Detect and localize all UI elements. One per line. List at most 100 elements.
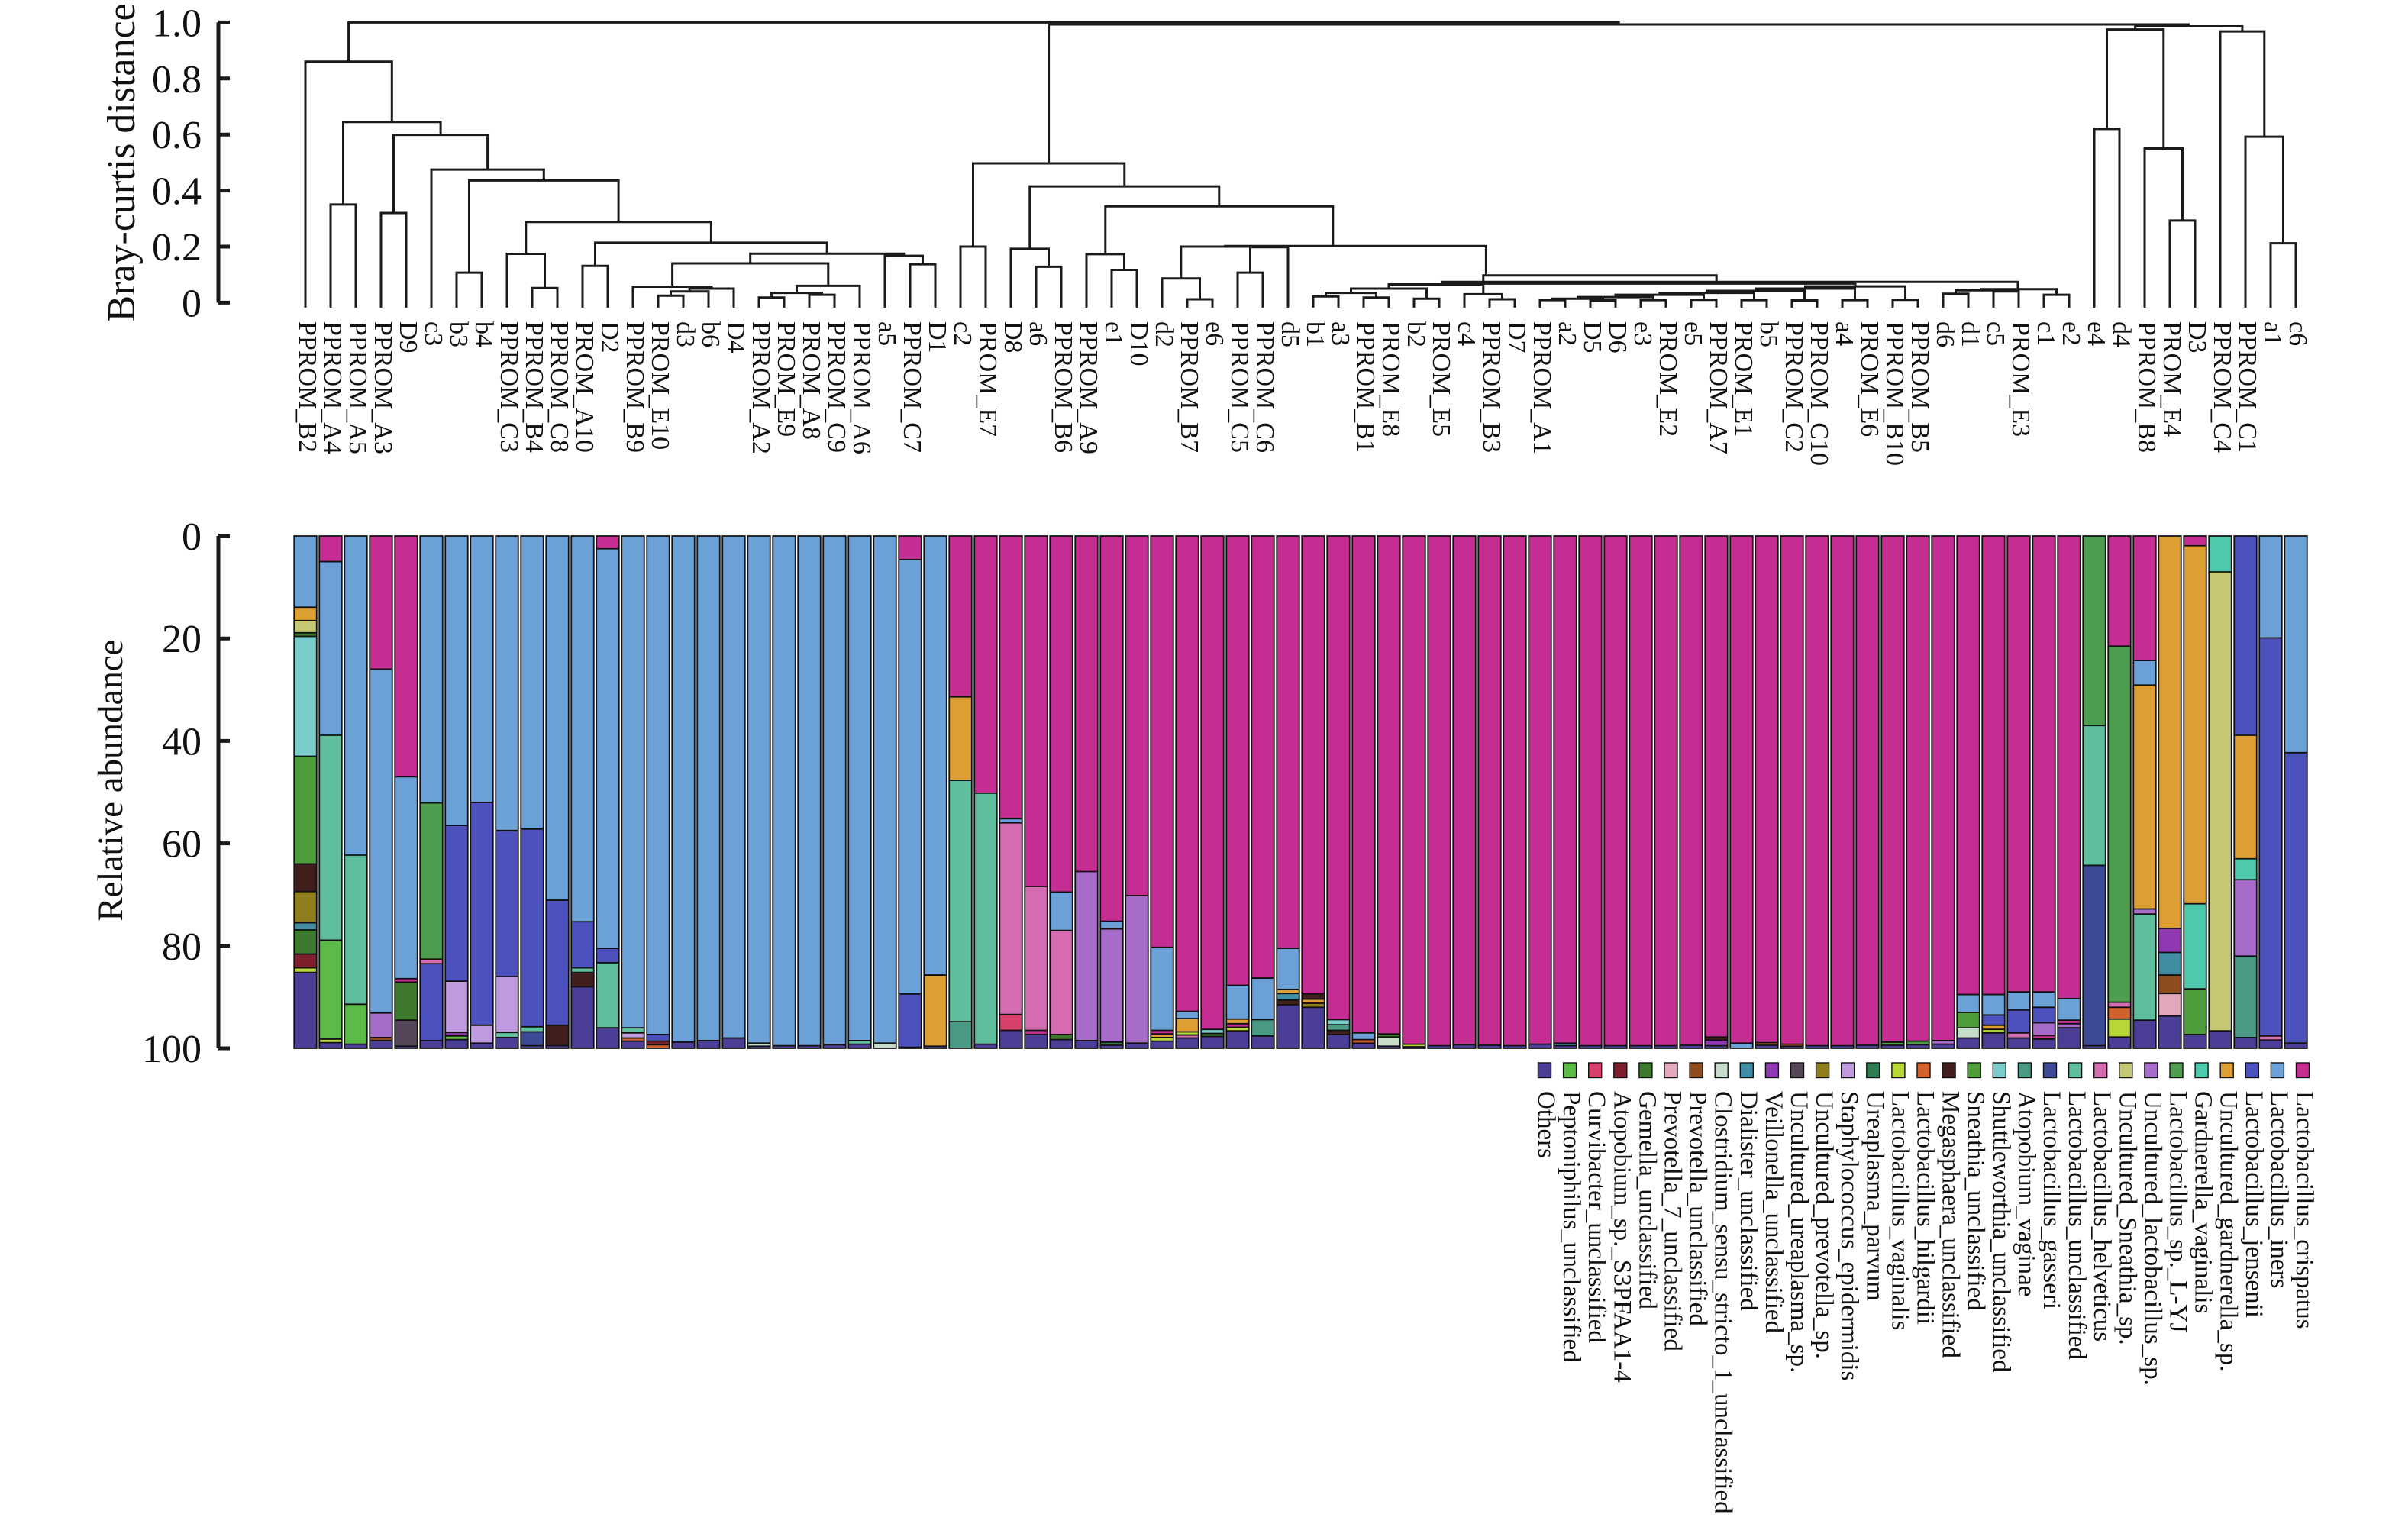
svg-text:PROM_E5: PROM_E5: [1427, 321, 1455, 437]
svg-text:PPROM_A9: PPROM_A9: [1074, 321, 1102, 454]
svg-text:PPROM_A1: PPROM_A1: [1528, 321, 1556, 454]
svg-text:c2: c2: [948, 321, 977, 346]
svg-text:PPROM_B8: PPROM_B8: [2132, 321, 2161, 453]
svg-text:d3: d3: [671, 321, 699, 347]
svg-text:b2: b2: [1402, 321, 1430, 347]
svg-text:PROM_E1: PROM_E1: [1729, 321, 1758, 437]
svg-text:Others: Others: [1532, 1091, 1560, 1158]
svg-text:Lactobacillus_gasseri: Lactobacillus_gasseri: [2038, 1091, 2065, 1309]
svg-text:PROM_E9: PROM_E9: [772, 321, 800, 437]
svg-text:c4: c4: [1452, 321, 1480, 346]
svg-text:PPROM_B2: PPROM_B2: [293, 321, 321, 453]
svg-text:a1: a1: [2258, 321, 2287, 346]
svg-text:Curvibacter_unclassified: Curvibacter_unclassified: [1583, 1091, 1610, 1343]
svg-text:b4: b4: [470, 321, 498, 347]
svg-text:e3: e3: [1629, 321, 1657, 346]
svg-text:d5: d5: [1276, 321, 1304, 347]
svg-text:Lactobacillus_vaginalis: Lactobacillus_vaginalis: [1886, 1091, 1913, 1330]
svg-text:Uncultured_prevotella_sp.: Uncultured_prevotella_sp.: [1810, 1091, 1838, 1359]
svg-text:PROM_E3: PROM_E3: [2006, 321, 2035, 437]
svg-text:d1: d1: [1956, 321, 1984, 347]
svg-text:PROM_E8: PROM_E8: [1377, 321, 1405, 437]
svg-text:Uncultured_Sneathia_sp.: Uncultured_Sneathia_sp.: [2113, 1091, 2141, 1345]
svg-text:0: 0: [182, 282, 202, 325]
svg-text:PPROM_C4: PPROM_C4: [2208, 321, 2236, 453]
svg-text:D6: D6: [1603, 321, 1632, 354]
svg-text:b5: b5: [1755, 321, 1783, 347]
svg-text:PPROM_A3: PPROM_A3: [369, 321, 397, 454]
svg-text:PPROM_C6: PPROM_C6: [1251, 321, 1279, 453]
svg-text:Megasphaera_unclassified: Megasphaera_unclassified: [1937, 1091, 1964, 1359]
svg-text:a6: a6: [1024, 321, 1052, 346]
svg-text:Prevotella_unclassified: Prevotella_unclassified: [1684, 1091, 1712, 1326]
svg-text:PPROM_C2: PPROM_C2: [1780, 321, 1808, 453]
svg-text:60: 60: [162, 823, 202, 867]
svg-text:PPROM_C5: PPROM_C5: [1225, 321, 1254, 453]
svg-text:0.6: 0.6: [152, 114, 202, 157]
svg-text:PROM_E2: PROM_E2: [1654, 321, 1682, 437]
svg-text:Veillonella_unclassified: Veillonella_unclassified: [1760, 1091, 1787, 1334]
svg-text:PPROM_C1: PPROM_C1: [2233, 321, 2261, 453]
svg-text:20: 20: [162, 618, 202, 661]
svg-text:Staphylococcus_epidermidis: Staphylococcus_epidermidis: [1835, 1091, 1863, 1380]
svg-text:Lactobacillus_hilgardii: Lactobacillus_hilgardii: [1912, 1091, 1939, 1325]
svg-text:Gardnerella_vaginalis: Gardnerella_vaginalis: [2190, 1091, 2217, 1313]
svg-text:Lactobacillus_iners: Lactobacillus_iners: [2265, 1091, 2293, 1288]
svg-text:e5: e5: [1679, 321, 1707, 346]
svg-text:D10: D10: [1125, 321, 1153, 366]
svg-text:c5: c5: [1981, 321, 2010, 346]
svg-text:e1: e1: [1099, 321, 1128, 346]
svg-text:Lactobacillus_jensenii: Lactobacillus_jensenii: [2240, 1091, 2268, 1318]
svg-text:PPROM_B10: PPROM_B10: [1880, 321, 1909, 466]
svg-text:0.2: 0.2: [152, 226, 202, 270]
svg-text:a2: a2: [1553, 321, 1581, 346]
svg-text:d2: d2: [1150, 321, 1178, 347]
svg-text:100: 100: [142, 1028, 202, 1071]
svg-text:80: 80: [162, 925, 202, 969]
svg-text:D7: D7: [1503, 321, 1531, 354]
svg-text:PROM_E10: PROM_E10: [646, 321, 674, 450]
svg-text:b3: b3: [444, 321, 473, 347]
svg-text:e2: e2: [2057, 321, 2085, 346]
svg-text:0.4: 0.4: [152, 170, 202, 214]
svg-text:d6: d6: [1931, 321, 1959, 347]
svg-text:PPROM_C8: PPROM_C8: [545, 321, 573, 453]
svg-text:PPROM_B7: PPROM_B7: [1175, 321, 1203, 453]
svg-text:D2: D2: [596, 321, 624, 354]
svg-text:1.0: 1.0: [152, 2, 202, 45]
svg-text:Atopobium_vaginae: Atopobium_vaginae: [2013, 1091, 2040, 1296]
svg-text:c6: c6: [2284, 321, 2312, 346]
svg-text:Relative abundance: Relative abundance: [91, 639, 131, 921]
svg-text:0.8: 0.8: [152, 58, 202, 102]
svg-text:PPROM_C3: PPROM_C3: [495, 321, 523, 453]
svg-text:b6: b6: [696, 321, 725, 347]
svg-text:Peptoniphilus_unclassified: Peptoniphilus_unclassified: [1558, 1091, 1585, 1363]
svg-text:PPROM_B4: PPROM_B4: [520, 321, 548, 453]
svg-text:PROM_E6: PROM_E6: [1855, 321, 1884, 437]
svg-text:PROM_A8: PROM_A8: [797, 321, 825, 440]
svg-text:PPROM_C10: PPROM_C10: [1805, 321, 1833, 466]
svg-text:PPROM_A4: PPROM_A4: [318, 321, 347, 454]
svg-text:D4: D4: [722, 321, 750, 354]
svg-text:PROM_E4: PROM_E4: [2158, 321, 2186, 437]
svg-text:e4: e4: [2082, 321, 2110, 346]
svg-text:PROM_A10: PROM_A10: [570, 321, 599, 453]
svg-text:e6: e6: [1200, 321, 1228, 346]
svg-text:D8: D8: [999, 321, 1027, 354]
svg-text:D3: D3: [2183, 321, 2211, 354]
svg-text:Lactobacillus_sp._L-YJ: Lactobacillus_sp._L-YJ: [2164, 1091, 2192, 1332]
svg-text:Uncultured_ureaplasma_sp.: Uncultured_ureaplasma_sp.: [1785, 1091, 1813, 1373]
svg-text:D9: D9: [394, 321, 422, 354]
svg-text:Lactobacillus_helveticus: Lactobacillus_helveticus: [2088, 1091, 2116, 1341]
svg-text:a5: a5: [873, 321, 901, 346]
svg-text:PPROM_C9: PPROM_C9: [822, 321, 851, 453]
svg-text:PPROM_A7: PPROM_A7: [1704, 321, 1732, 454]
svg-text:Uncultured_gardnerella_sp.: Uncultured_gardnerella_sp.: [2215, 1091, 2242, 1371]
svg-text:Shuttleworthia_unclassified: Shuttleworthia_unclassified: [1987, 1091, 2015, 1373]
svg-text:c1: c1: [2032, 321, 2060, 346]
svg-text:Clostridium_sensu_stricto_1_un: Clostridium_sensu_stricto_1_unclassified: [1709, 1091, 1737, 1514]
svg-text:Dialister_unclassified: Dialister_unclassified: [1735, 1091, 1762, 1311]
svg-text:Lactobacillus_unclassified: Lactobacillus_unclassified: [2063, 1091, 2090, 1360]
svg-text:PPROM_A5: PPROM_A5: [344, 321, 372, 454]
svg-text:Sneathia_unclassified: Sneathia_unclassified: [1962, 1091, 1990, 1311]
